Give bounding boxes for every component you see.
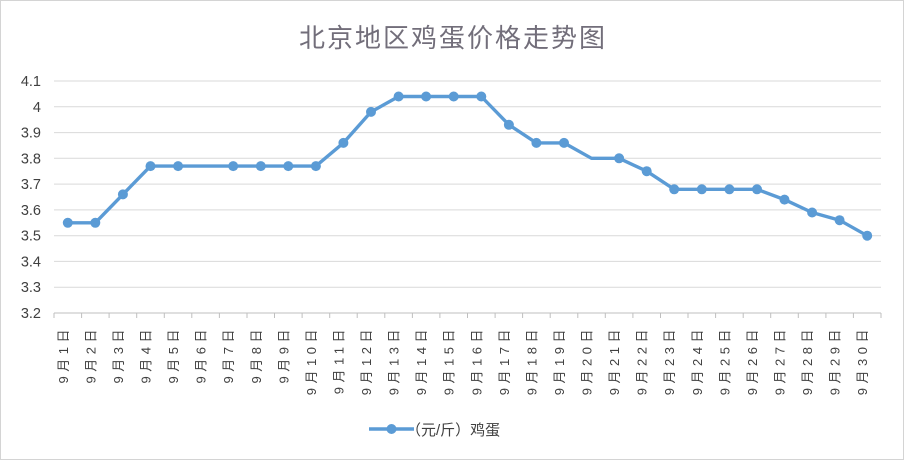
svg-text:3.8: 3.8 — [21, 151, 41, 167]
svg-text:9月10日: 9月10日 — [304, 325, 319, 395]
svg-text:3.6: 3.6 — [21, 203, 41, 219]
svg-text:9月21日: 9月21日 — [607, 325, 622, 395]
svg-text:9月22日: 9月22日 — [635, 325, 650, 395]
svg-text:3.7: 3.7 — [21, 177, 41, 193]
svg-text:9月3日: 9月3日 — [111, 325, 126, 383]
svg-text:9月6日: 9月6日 — [194, 325, 209, 383]
svg-text:9月27日: 9月27日 — [773, 325, 788, 395]
svg-text:4.1: 4.1 — [21, 74, 41, 90]
svg-text:9月17日: 9月17日 — [497, 325, 512, 395]
svg-text:9月26日: 9月26日 — [745, 325, 760, 395]
svg-text:9月2日: 9月2日 — [83, 325, 98, 383]
svg-text:9月4日: 9月4日 — [139, 325, 154, 383]
svg-text:9月14日: 9月14日 — [414, 325, 429, 395]
svg-text:9月11日: 9月11日 — [331, 325, 346, 394]
svg-text:9月7日: 9月7日 — [221, 325, 236, 383]
svg-text:9月1日: 9月1日 — [56, 325, 71, 383]
svg-text:9月28日: 9月28日 — [800, 325, 815, 395]
svg-text:9月9日: 9月9日 — [276, 325, 291, 383]
svg-text:3.5: 3.5 — [21, 229, 41, 245]
svg-text:9月13日: 9月13日 — [387, 325, 402, 395]
svg-text:3.4: 3.4 — [21, 254, 41, 270]
svg-text:9月20日: 9月20日 — [580, 325, 595, 395]
svg-text:（元/斤）鸡蛋: （元/斤）鸡蛋 — [406, 422, 500, 439]
svg-text:9月15日: 9月15日 — [442, 325, 457, 395]
svg-text:4: 4 — [33, 100, 41, 116]
svg-text:3.9: 3.9 — [21, 126, 41, 142]
svg-text:9月24日: 9月24日 — [690, 325, 705, 395]
svg-text:9月30日: 9月30日 — [855, 325, 870, 395]
svg-text:3.2: 3.2 — [21, 306, 41, 322]
svg-text:9月8日: 9月8日 — [249, 325, 264, 383]
svg-text:9月19日: 9月19日 — [552, 325, 567, 395]
svg-text:9月16日: 9月16日 — [469, 325, 484, 395]
svg-text:9月25日: 9月25日 — [717, 325, 732, 395]
svg-text:9月23日: 9月23日 — [662, 325, 677, 395]
svg-text:9月18日: 9月18日 — [524, 325, 539, 395]
svg-text:9月5日: 9月5日 — [166, 325, 181, 383]
svg-text:9月12日: 9月12日 — [359, 325, 374, 395]
svg-text:9月29日: 9月29日 — [828, 325, 843, 395]
svg-text:3.3: 3.3 — [21, 280, 41, 296]
